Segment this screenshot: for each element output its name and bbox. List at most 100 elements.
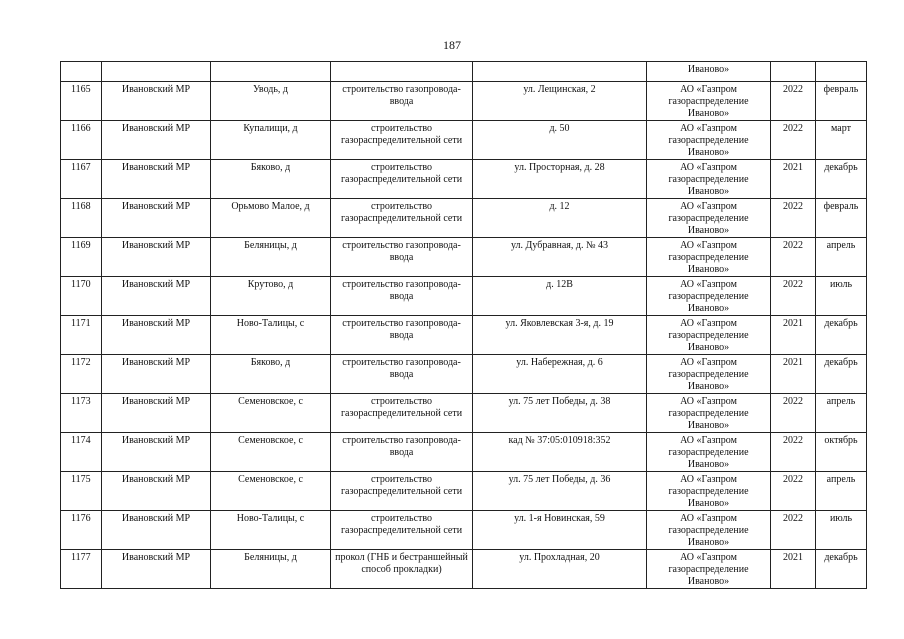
year-cell: 2022 bbox=[770, 276, 816, 316]
table-row: 1173 Ивановский МР Семеновское, с строитель… bbox=[60, 393, 867, 433]
row-number-cell: 1177 bbox=[60, 549, 102, 589]
month-cell: июль bbox=[815, 510, 867, 550]
row-number-cell: 1165 bbox=[60, 81, 102, 121]
page-number: 187 bbox=[443, 38, 461, 52]
address-cell: кад № 37:05:010918:352 bbox=[472, 432, 647, 472]
district-cell: Ивановский МР bbox=[101, 510, 211, 550]
address-cell: д. 12 bbox=[472, 198, 647, 238]
org-cell: АО «Газпром газораспределение Иваново» bbox=[646, 159, 771, 199]
org-cell: АО «Газпром газораспределение Иваново» bbox=[646, 198, 771, 238]
locality-cell: Ново-Талицы, с bbox=[210, 510, 331, 550]
year-cell: 2022 bbox=[770, 120, 816, 160]
address-cell: ул. 75 лет Победы, д. 38 bbox=[472, 393, 647, 433]
row-number-cell: 1174 bbox=[60, 432, 102, 472]
address-cell: ул. Прохладная, 20 bbox=[472, 549, 647, 589]
locality-cell: Беляницы, д bbox=[210, 549, 331, 589]
org-cell: АО «Газпром газораспределение Иваново» bbox=[646, 549, 771, 589]
address-cell: ул. Набережная, д. 6 bbox=[472, 354, 647, 394]
table-row: 1166 Ивановский МР Купалищи, д строительств… bbox=[60, 120, 867, 160]
table-row: 1176 Ивановский МР Ново-Талицы, с строитель… bbox=[60, 510, 867, 550]
month-cell: июль bbox=[815, 276, 867, 316]
district-cell: Ивановский МР bbox=[101, 354, 211, 394]
locality-cell: Бяково, д bbox=[210, 354, 331, 394]
address-cell: ул. Лещинская, 2 bbox=[472, 81, 647, 121]
table-row: 1167 Ивановский МР Бяково, д строительство … bbox=[60, 159, 867, 199]
table-row: 1175 Ивановский МР Семеновское, с строитель… bbox=[60, 471, 867, 511]
gasification-table: Иваново» 1165 Ивановский МР Уводь, д строит… bbox=[60, 61, 867, 589]
work-type-cell: прокол (ГНБ и бестраншейный способ прокл… bbox=[330, 549, 473, 589]
org-cell: АО «Газпром газораспределение Иваново» bbox=[646, 276, 771, 316]
year-cell: 2021 bbox=[770, 159, 816, 199]
work-type-cell: строительство газораспределительной сети bbox=[330, 120, 473, 160]
org-cell: АО «Газпром газораспределение Иваново» bbox=[646, 315, 771, 355]
district-cell: Ивановский МР bbox=[101, 393, 211, 433]
row-number-cell: 1176 bbox=[60, 510, 102, 550]
locality-cell: Семеновское, с bbox=[210, 471, 331, 511]
district-cell: Ивановский МР bbox=[101, 81, 211, 121]
table-row: 1165 Ивановский МР Уводь, д строительство г… bbox=[60, 81, 867, 121]
locality-cell: Ново-Талицы, с bbox=[210, 315, 331, 355]
org-cell: АО «Газпром газораспределение Иваново» bbox=[646, 120, 771, 160]
district-cell: Ивановский МР bbox=[101, 471, 211, 511]
work-type-cell: строительство газораспределительной сети bbox=[330, 510, 473, 550]
locality-cell: Семеновское, с bbox=[210, 393, 331, 433]
locality-cell: Семеновское, с bbox=[210, 432, 331, 472]
month-cell: февраль bbox=[815, 198, 867, 238]
table-row: 1172 Ивановский МР Бяково, д строительство … bbox=[60, 354, 867, 394]
org-cell: АО «Газпром газораспределение Иваново» bbox=[646, 510, 771, 550]
locality-cell: Уводь, д bbox=[210, 81, 331, 121]
table-row: 1168 Ивановский МР Орьмово Малое, д строите… bbox=[60, 198, 867, 238]
month-cell: декабрь bbox=[815, 549, 867, 589]
month-cell: апрель bbox=[815, 471, 867, 511]
address-cell: ул. 75 лет Победы, д. 36 bbox=[472, 471, 647, 511]
org-cell: АО «Газпром газораспределение Иваново» bbox=[646, 393, 771, 433]
month-cell: декабрь bbox=[815, 159, 867, 199]
month-cell: декабрь bbox=[815, 354, 867, 394]
month-cell: март bbox=[815, 120, 867, 160]
locality-cell: Крутово, д bbox=[210, 276, 331, 316]
year-cell: 2022 bbox=[770, 237, 816, 277]
year-cell: 2022 bbox=[770, 198, 816, 238]
district-cell: Ивановский МР bbox=[101, 549, 211, 589]
table-row: 1174 Ивановский МР Семеновское, с строитель… bbox=[60, 432, 867, 472]
org-cell: АО «Газпром газораспределение Иваново» bbox=[646, 237, 771, 277]
row-number-cell: 1168 bbox=[60, 198, 102, 238]
row-number-cell: 1167 bbox=[60, 159, 102, 199]
work-type-cell: строительство газораспределительной сети bbox=[330, 198, 473, 238]
year-cell: 2022 bbox=[770, 81, 816, 121]
work-type-cell: строительство газораспределительной сети bbox=[330, 393, 473, 433]
work-type-cell: строительство газораспределительной сети bbox=[330, 471, 473, 511]
table-row: 1169 Ивановский МР Беляницы, д строительств… bbox=[60, 237, 867, 277]
row-number-cell: 1166 bbox=[60, 120, 102, 160]
month-cell: февраль bbox=[815, 81, 867, 121]
address-cell: д. 12В bbox=[472, 276, 647, 316]
work-type-cell: строительство газопровода-ввода bbox=[330, 354, 473, 394]
row-number-cell: 1173 bbox=[60, 393, 102, 433]
work-type-cell: строительство газопровода-ввода bbox=[330, 315, 473, 355]
row-number-cell: 1171 bbox=[60, 315, 102, 355]
district-cell: Ивановский МР bbox=[101, 315, 211, 355]
district-cell: Ивановский МР bbox=[101, 432, 211, 472]
org-cell: АО «Газпром газораспределение Иваново» bbox=[646, 354, 771, 394]
month-cell: декабрь bbox=[815, 315, 867, 355]
table-row: 1177 Ивановский МР Беляницы, д прокол (ГНБ … bbox=[60, 549, 867, 589]
year-cell: 2022 bbox=[770, 432, 816, 472]
district-cell: Ивановский МР bbox=[101, 276, 211, 316]
month-cell: апрель bbox=[815, 237, 867, 277]
locality-cell: Купалищи, д bbox=[210, 120, 331, 160]
locality-cell: Бяково, д bbox=[210, 159, 331, 199]
locality-cell: Беляницы, д bbox=[210, 237, 331, 277]
org-cell: АО «Газпром газораспределение Иваново» bbox=[646, 471, 771, 511]
district-cell: Ивановский МР bbox=[101, 237, 211, 277]
year-cell: 2021 bbox=[770, 549, 816, 589]
table-row: 1171 Ивановский МР Ново-Талицы, с строитель… bbox=[60, 315, 867, 355]
district-cell: Ивановский МР bbox=[101, 198, 211, 238]
org-cell: Иваново» bbox=[646, 61, 771, 82]
month-cell: апрель bbox=[815, 393, 867, 433]
year-cell: 2021 bbox=[770, 315, 816, 355]
work-type-cell: строительство газопровода-ввода bbox=[330, 276, 473, 316]
continuation-row: Иваново» bbox=[60, 61, 867, 82]
address-cell: ул. Дубравная, д. № 43 bbox=[472, 237, 647, 277]
year-cell: 2022 bbox=[770, 471, 816, 511]
row-number-cell: 1169 bbox=[60, 237, 102, 277]
